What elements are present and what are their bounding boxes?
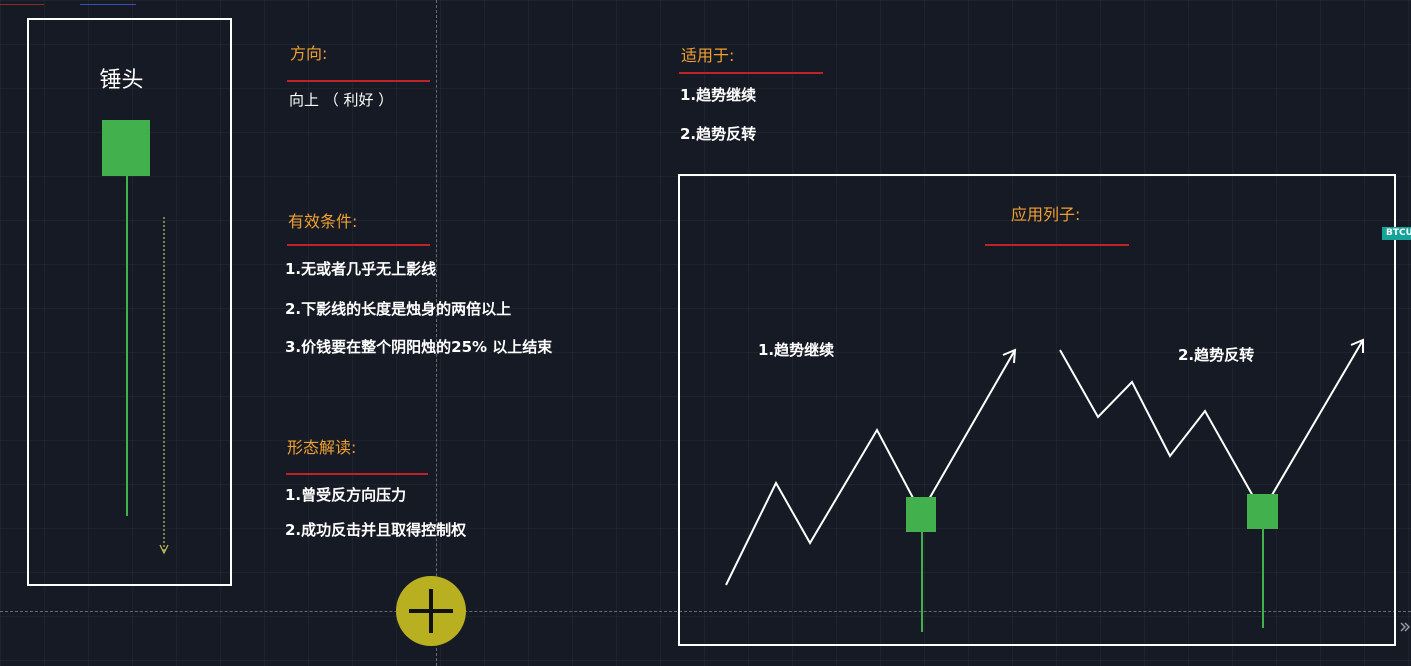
example-underline	[985, 244, 1129, 246]
continuation-hammer-body	[906, 497, 936, 532]
crosshair-horizontal-line	[0, 611, 1411, 612]
continuation-price-path	[725, 349, 1016, 586]
continuation-arrow-icon	[1002, 348, 1017, 364]
direction-heading: 方向:	[290, 44, 328, 63]
conditions-heading: 有效条件:	[288, 212, 358, 231]
applicable-item-1: 1.趋势继续	[680, 86, 757, 104]
interpretation-item-2: 2.成功反击并且取得控制权	[285, 521, 467, 539]
example-box	[678, 174, 1396, 646]
condition-item-2: 2.下影线的长度是烛身的两倍以上	[285, 300, 512, 318]
hammer-candle-wick	[126, 176, 128, 516]
reversal-hammer-wick	[1262, 529, 1264, 628]
continuation-hammer-wick	[921, 532, 923, 632]
double-chevron-right-icon[interactable]	[1399, 620, 1411, 634]
reversal-hammer-body	[1247, 494, 1278, 529]
continuation-label: 1.趋势继续	[758, 341, 835, 359]
condition-item-3: 3.价钱要在整个阴阳烛的25% 以上结束	[285, 338, 553, 356]
lower-shadow-arrow-icon	[159, 217, 169, 555]
crosshair-plus-icon	[396, 576, 466, 646]
condition-item-1: 1.无或者几乎无上影线	[285, 260, 437, 278]
reversal-arrow-icon	[1350, 338, 1364, 353]
interpretation-underline	[286, 473, 428, 475]
applicable-item-2: 2.趋势反转	[680, 125, 757, 143]
symbol-badge: BTCU	[1382, 227, 1411, 240]
reversal-label: 2.趋势反转	[1178, 346, 1255, 364]
reversal-price-path	[1059, 339, 1364, 515]
conditions-underline	[287, 244, 430, 246]
hammer-card: 锤头	[27, 18, 232, 586]
direction-value: 向上 （ 利好 ）	[289, 91, 394, 109]
crosshair-vertical-line	[436, 0, 437, 666]
example-heading: 应用列子:	[1011, 205, 1081, 224]
applicable-heading: 适用于:	[681, 46, 735, 65]
hammer-candle-body	[102, 120, 150, 176]
interpretation-item-1: 1.曾受反方向压力	[285, 486, 407, 504]
top-artifact-blue	[80, 0, 136, 5]
direction-underline	[287, 80, 430, 82]
top-artifact-red	[0, 0, 44, 5]
interpretation-heading: 形态解读:	[287, 438, 357, 457]
applicable-underline	[679, 72, 823, 74]
hammer-card-title: 锤头	[99, 68, 144, 93]
